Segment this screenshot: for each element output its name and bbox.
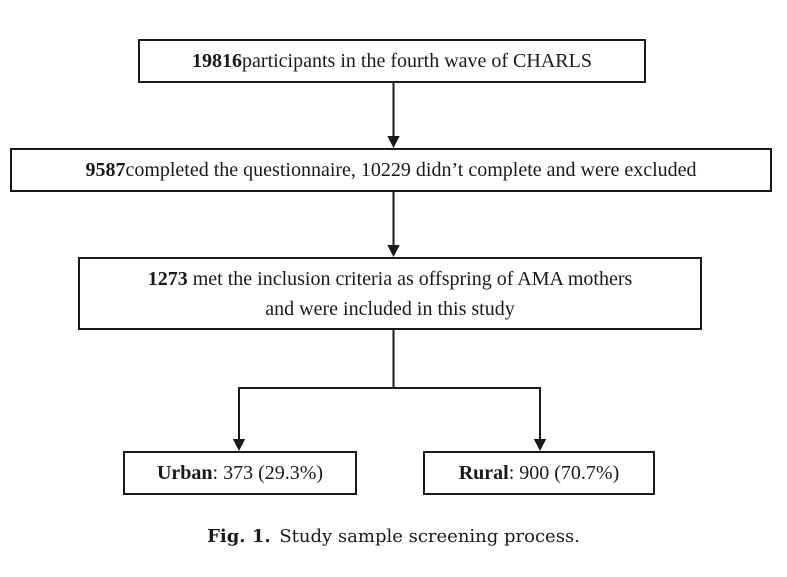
urban-label: Urban <box>156 462 213 484</box>
rural-value: : 900 (70.7%) <box>508 462 620 484</box>
flow-box-rural: Rural: 900 (70.7%) <box>423 451 655 495</box>
inclusion-text-line1: met the inclusion criteria as offspring … <box>187 267 633 290</box>
branch-line <box>238 387 541 441</box>
questionnaire-count: 9587 <box>85 159 126 181</box>
arrowhead-rural <box>533 439 547 451</box>
flow-box-participants: 19816 participants in the fourth wave of… <box>138 39 646 83</box>
participants-count: 19816 <box>192 50 243 72</box>
rural-label: Rural <box>458 462 509 484</box>
figure-caption-label: Fig. 1. <box>207 526 271 547</box>
arrowhead-down-1 <box>387 136 400 148</box>
questionnaire-text: completed the questionnaire, 10229 didn’… <box>125 159 697 181</box>
arrowhead-down-2 <box>387 245 400 257</box>
inclusion-count: 1273 <box>147 267 188 290</box>
participants-text: participants in the fourth wave of CHARL… <box>242 50 592 72</box>
flow-box-urban: Urban: 373 (29.3%) <box>123 451 357 495</box>
flow-box-questionnaire: 9587 completed the questionnaire, 10229 … <box>10 148 772 192</box>
inclusion-line-2: and were included in this study <box>265 297 515 320</box>
figure-caption: Fig. 1. Study sample screening process. <box>0 523 787 551</box>
figure-caption-text: Study sample screening process. <box>273 526 580 547</box>
flow-box-inclusion: 1273 met the inclusion criteria as offsp… <box>78 257 702 330</box>
urban-value: : 373 (29.3%) <box>212 462 324 484</box>
inclusion-line-1: 1273 met the inclusion criteria as offsp… <box>148 264 633 294</box>
arrowhead-urban <box>232 439 246 451</box>
